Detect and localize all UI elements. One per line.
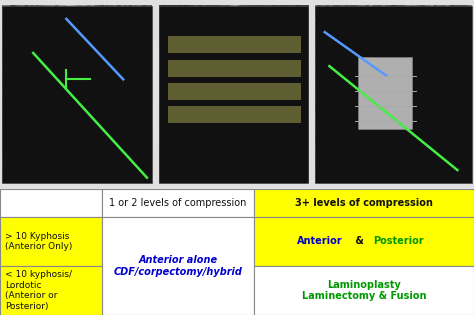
Bar	[168, 106, 301, 123]
Bar	[168, 60, 301, 77]
Text: > 10 Kyphosis
(Anterior Only): > 10 Kyphosis (Anterior Only)	[5, 232, 72, 251]
Bar	[102, 217, 254, 315]
Bar	[0, 217, 102, 266]
Bar	[254, 217, 474, 266]
Text: 1 or 2 levels of compression: 1 or 2 levels of compression	[109, 198, 246, 208]
Text: Anterior: Anterior	[298, 236, 343, 246]
Bar	[168, 36, 301, 53]
Bar	[102, 189, 254, 217]
Bar	[358, 57, 412, 129]
Bar	[2, 6, 152, 183]
Bar	[168, 83, 301, 100]
Text: Posterior: Posterior	[374, 236, 424, 246]
Text: Laminoplasty
Laminectomy & Fusion: Laminoplasty Laminectomy & Fusion	[301, 280, 426, 301]
Bar	[0, 266, 102, 315]
Text: &: &	[352, 236, 367, 246]
Bar	[254, 266, 474, 315]
Bar	[315, 6, 472, 183]
Text: 3+ levels of compression: 3+ levels of compression	[295, 198, 433, 208]
Text: < 10 kyphosis/
Lordotic
(Anterior or
Posterior): < 10 kyphosis/ Lordotic (Anterior or Pos…	[5, 270, 72, 311]
Bar	[254, 189, 474, 217]
Bar	[0, 189, 102, 217]
Bar	[159, 6, 308, 183]
Text: Anterior alone
CDF/corpectomy/hybrid: Anterior alone CDF/corpectomy/hybrid	[113, 255, 242, 277]
